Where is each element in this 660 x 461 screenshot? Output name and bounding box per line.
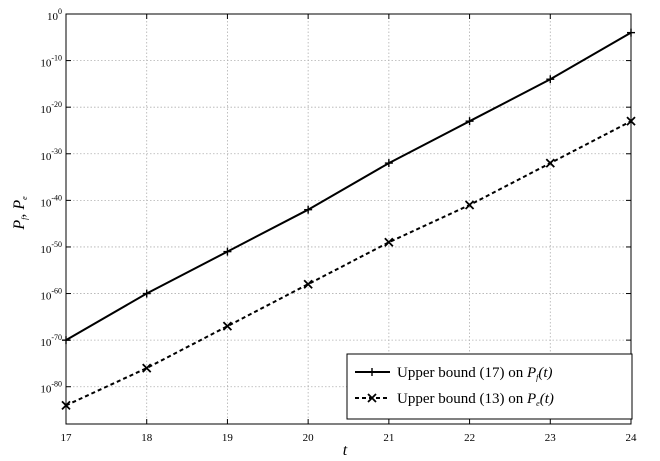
series-1-point	[142, 363, 152, 373]
series-line-1	[65, 120, 632, 407]
legend-marker-glyph	[368, 368, 376, 376]
legend-label-pe: Upper bound (13) on Pe(t)	[397, 391, 554, 408]
y-label-pf-sub: f	[20, 216, 29, 220]
plot-frame	[65, 13, 632, 425]
y-label-pf: P	[11, 220, 28, 231]
x-tick-label: 20	[303, 432, 315, 444]
series-0-point	[384, 159, 393, 168]
y-tick-label: 10-10	[40, 54, 62, 70]
series-1-point	[464, 200, 475, 210]
y-tick-label: 10-20	[40, 100, 62, 116]
legend-entry-pf: Upper bound (17) on Pf(t)	[355, 365, 553, 382]
series-1-point	[303, 279, 313, 289]
x-tick-label: 22	[464, 432, 475, 444]
legend: Upper bound (17) on Pf(t) Upper bound (1…	[346, 353, 633, 420]
series-line-0	[65, 31, 632, 341]
series-0-point	[142, 289, 151, 298]
y-tick-label: 100	[47, 7, 62, 23]
y-tick-label: 10-80	[40, 380, 62, 396]
legend-label-pf: Upper bound (17) on Pf(t)	[397, 365, 553, 382]
y-label-pe-sub: e	[20, 196, 29, 200]
y-label-pe: P	[11, 200, 28, 211]
series-1-point	[222, 321, 233, 331]
y-tick-label: 10-40	[40, 193, 62, 209]
x-tick-label: 23	[545, 432, 557, 444]
x-axis: 17 18 19 20 21 22 23 24	[61, 14, 638, 444]
legend-marker-pe	[367, 393, 377, 403]
x-tick-label: 19	[222, 432, 234, 444]
x-tick-label: 18	[141, 432, 153, 444]
series-0-point	[546, 75, 555, 84]
series-0-point	[465, 117, 474, 126]
y-axis: 100 10-10 10-20 10-30 10-40 10-50 10-60 10-70 10…	[40, 7, 631, 396]
y-tick-label: 10-60	[40, 287, 62, 303]
series-1-point	[384, 237, 394, 247]
legend-marker-pf	[368, 368, 376, 376]
legend-marker-glyph	[367, 393, 377, 403]
series-1-point	[545, 158, 555, 168]
legend-entry-pe: Upper bound (13) on Pe(t)	[355, 391, 554, 408]
x-tick-label: 21	[383, 432, 394, 444]
y-axis-label: Pf, Pe	[11, 196, 29, 231]
x-axis-label: t	[343, 442, 348, 459]
y-tick-label: 10-30	[40, 147, 62, 163]
x-tick-label: 24	[626, 432, 638, 444]
series-0-point	[223, 247, 232, 256]
y-label-separator: ,	[11, 210, 28, 218]
series-0-point	[304, 205, 313, 214]
legend-box	[346, 353, 633, 420]
y-tick-label: 10-50	[40, 240, 62, 256]
series-layer	[61, 28, 636, 411]
x-tick-label: 17	[61, 432, 73, 444]
y-tick-label: 10-70	[40, 333, 62, 349]
